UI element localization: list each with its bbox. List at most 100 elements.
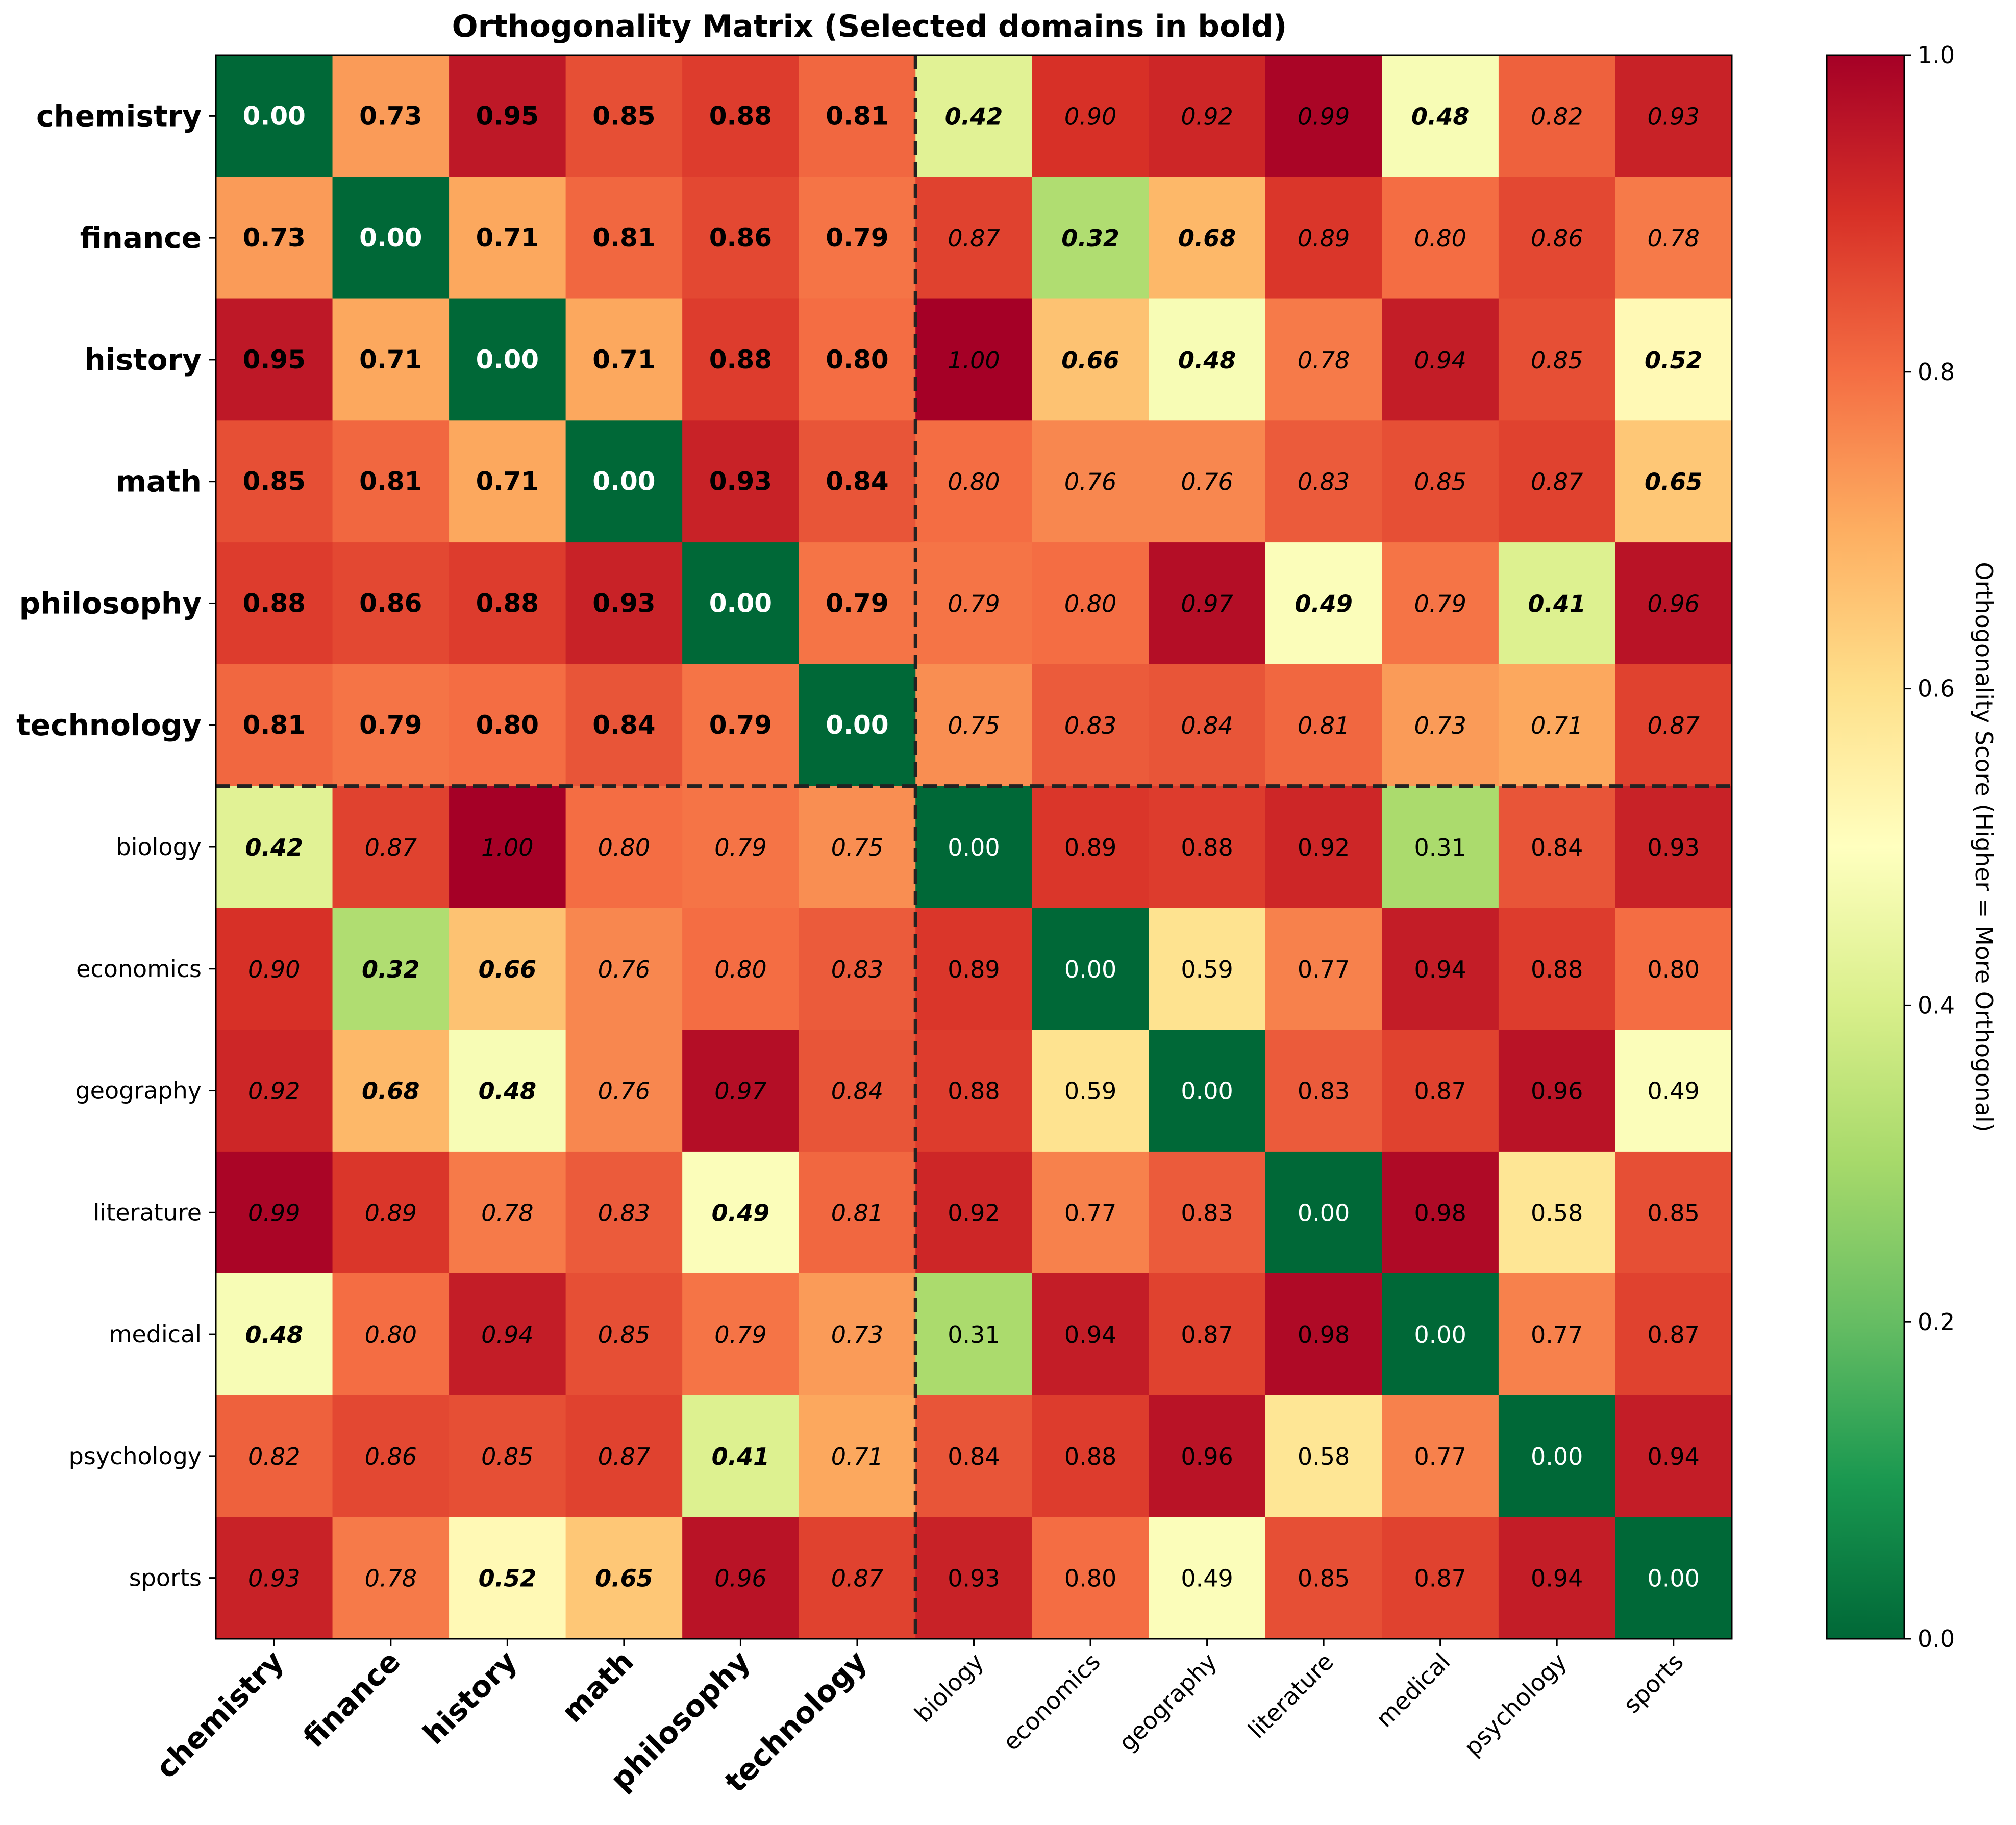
row-label: technology <box>16 708 202 742</box>
cell-value-label: 0.83 <box>598 1199 650 1227</box>
row-label: economics <box>76 955 202 983</box>
cell-value-label: 0.85 <box>1648 1199 1700 1227</box>
heatmap-cell <box>915 177 1033 299</box>
cell-value-label: 0.97 <box>714 1078 766 1105</box>
heatmap-cell <box>915 1395 1033 1517</box>
heatmap-cell <box>1032 1273 1149 1396</box>
cell-value-label: 0.32 <box>1061 224 1119 252</box>
cell-value-label: 0.58 <box>1298 1443 1350 1470</box>
cell-value-label: 0.83 <box>1181 1199 1233 1227</box>
row-label: finance <box>80 220 202 255</box>
cell-value-label: 0.00 <box>1064 956 1116 983</box>
heatmap-cell <box>1615 420 1732 543</box>
heatmap-cell <box>1265 177 1382 299</box>
row-label: geography <box>75 1077 202 1105</box>
heatmap-cell <box>1382 908 1499 1030</box>
heatmap-cell <box>915 420 1033 543</box>
cell-value-label: 0.96 <box>1181 1443 1233 1470</box>
heatmap-cell <box>565 177 683 299</box>
heatmap-cell <box>799 1151 916 1274</box>
heatmap-cell <box>1032 420 1149 543</box>
heatmap-cell <box>565 1395 683 1517</box>
heatmap-cell <box>1032 1151 1149 1274</box>
cell-value-label: 0.87 <box>831 1565 883 1592</box>
heatmap-cell <box>1149 664 1266 787</box>
cell-value-label: 0.86 <box>1531 224 1583 252</box>
heatmap-cell <box>915 1273 1033 1396</box>
cell-value-label: 0.89 <box>948 956 1000 983</box>
cell-value-label: 0.00 <box>243 101 306 131</box>
heatmap-cell <box>1615 542 1732 665</box>
cell-value-label: 0.90 <box>1064 103 1116 130</box>
cell-value-labels: 0.00 0.73 0.95 0.85 0.88 0.81 0.42 0.90 0.92 0.99… <box>243 101 1703 1592</box>
heatmap-cell <box>1615 786 1732 908</box>
row-label: literature <box>93 1198 202 1226</box>
heatmap-cell <box>1265 55 1382 178</box>
heatmap-cell <box>332 786 450 908</box>
cell-value-label: 0.68 <box>362 1078 420 1105</box>
heatmap-cell <box>799 1273 916 1396</box>
heatmap-cell <box>1032 298 1149 421</box>
cell-value-label: 0.93 <box>248 1565 300 1592</box>
cell-value-label: 0.79 <box>709 710 772 740</box>
cell-value-label: 0.98 <box>1298 1321 1350 1348</box>
cell-value-label: 0.93 <box>1648 834 1700 861</box>
heatmap-cell <box>1498 1395 1616 1517</box>
cell-value-label: 0.80 <box>365 1321 417 1348</box>
cell-value-label: 0.85 <box>243 467 306 496</box>
heatmap-cell <box>1149 1395 1266 1517</box>
cell-value-label: 0.80 <box>598 834 650 861</box>
heatmap-cell <box>1498 1517 1616 1639</box>
cell-value-label: 0.83 <box>1298 468 1350 496</box>
heatmap-cell <box>1149 177 1266 299</box>
cell-value-label: 0.65 <box>595 1565 653 1592</box>
cell-value-label: 0.89 <box>365 1199 417 1227</box>
cell-value-label: 0.94 <box>1648 1443 1700 1470</box>
heatmap-cell <box>1265 664 1382 787</box>
heatmap-cell <box>1498 1151 1616 1274</box>
cell-value-label: 0.77 <box>1414 1443 1466 1470</box>
cell-value-label: 0.77 <box>1531 1321 1583 1348</box>
cell-value-label: 0.80 <box>948 468 1000 496</box>
cell-value-label: 0.84 <box>1181 712 1233 739</box>
column-label: history <box>416 1644 524 1751</box>
heatmap-cell <box>1382 1395 1499 1517</box>
cell-value-label: 0.76 <box>598 1078 650 1105</box>
row-label: chemistry <box>36 98 202 133</box>
cell-value-label: 0.66 <box>479 956 537 983</box>
cell-value-label: 0.76 <box>1064 468 1116 496</box>
heatmap-cell <box>1265 420 1382 543</box>
cell-value-label: 0.68 <box>1178 224 1236 252</box>
heatmap-cell <box>1615 1151 1732 1274</box>
colorbar-tick-label: 0.8 <box>1918 358 1955 386</box>
cell-value-label: 0.94 <box>481 1321 533 1348</box>
heatmap-cell <box>682 1151 800 1274</box>
cell-value-label: 0.93 <box>948 1565 1000 1592</box>
cell-value-label: 0.48 <box>479 1078 537 1105</box>
heatmap-cell <box>1032 1517 1149 1639</box>
cell-value-label: 0.83 <box>1064 712 1116 739</box>
heatmap-cell <box>449 1517 566 1639</box>
cell-value-label: 0.80 <box>1414 224 1466 252</box>
cell-value-label: 0.00 <box>476 345 539 374</box>
heatmap-cell <box>915 908 1033 1030</box>
cell-value-label: 0.49 <box>1181 1565 1233 1592</box>
cell-value-label: 0.87 <box>365 834 417 861</box>
column-label: economics <box>998 1648 1106 1756</box>
heatmap-cell <box>449 908 566 1030</box>
colorbar-tick-label: 0.2 <box>1918 1308 1955 1336</box>
heatmap-cell <box>216 786 333 908</box>
cell-value-label: 0.84 <box>592 710 655 740</box>
cell-value-label: 0.95 <box>243 345 306 374</box>
cell-value-label: 0.59 <box>1064 1078 1116 1105</box>
heatmap-cell <box>1498 1273 1616 1396</box>
cell-value-label: 0.48 <box>1411 103 1470 130</box>
heatmap-cell <box>1032 1030 1149 1152</box>
cell-value-label: 0.81 <box>359 467 422 496</box>
heatmap-cell <box>682 542 800 665</box>
cell-value-label: 0.75 <box>831 834 883 861</box>
cell-value-label: 0.49 <box>712 1199 770 1227</box>
heatmap-cell <box>1615 1517 1732 1639</box>
heatmap-cell <box>1498 177 1616 299</box>
